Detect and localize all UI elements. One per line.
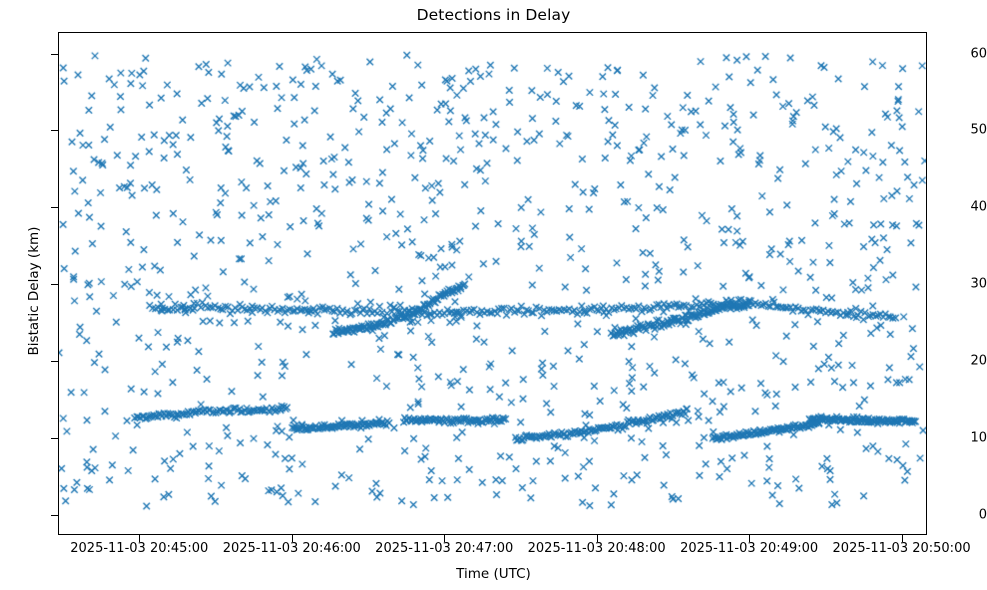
y-tick-mark — [51, 361, 58, 363]
y-tick-label: 40 — [970, 199, 987, 215]
y-tick-mark — [51, 438, 58, 440]
y-tick-label: 20 — [970, 353, 987, 369]
y-tick-label: 30 — [970, 276, 987, 292]
y-axis-label: Bistatic Delay (km) — [26, 226, 42, 356]
page-title: Detections in Delay — [416, 6, 571, 24]
x-tick-mark — [139, 535, 141, 542]
x-tick-label: 2025-11-03 20:48:00 — [527, 541, 666, 556]
y-tick-label: 0 — [978, 507, 987, 523]
y-tick-label: 10 — [970, 430, 987, 446]
x-tick-label: 2025-11-03 20:45:00 — [70, 541, 209, 556]
x-tick-label: 2025-11-03 20:50:00 — [832, 541, 971, 556]
y-tick-mark — [51, 130, 58, 132]
scatter-plot-canvas — [59, 33, 926, 534]
x-tick-label: 2025-11-03 20:46:00 — [222, 541, 361, 556]
x-tick-mark — [901, 535, 903, 542]
y-tick-label: 50 — [970, 122, 987, 138]
x-tick-label: 2025-11-03 20:49:00 — [680, 541, 819, 556]
x-tick-mark — [749, 535, 751, 542]
y-tick-label: 60 — [970, 46, 987, 62]
y-tick-mark — [51, 284, 58, 286]
plot-area — [58, 32, 927, 535]
y-tick-mark — [51, 207, 58, 209]
x-axis-label: Time (UTC) — [456, 566, 531, 582]
x-tick-mark — [444, 535, 446, 542]
x-tick-mark — [291, 535, 293, 542]
x-tick-label: 2025-11-03 20:47:00 — [375, 541, 514, 556]
x-tick-mark — [596, 535, 598, 542]
y-tick-mark — [51, 53, 58, 55]
y-tick-mark — [51, 515, 58, 516]
